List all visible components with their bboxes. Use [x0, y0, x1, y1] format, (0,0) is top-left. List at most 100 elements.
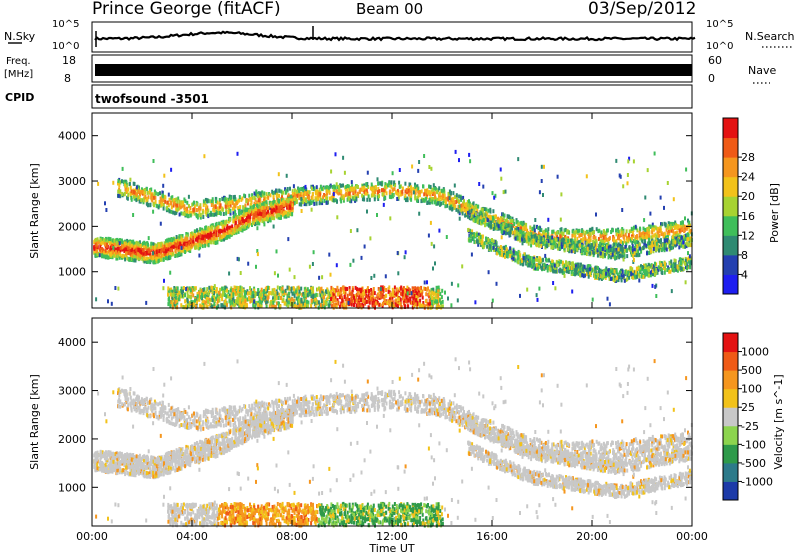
power-cell	[515, 220, 518, 225]
power-cell	[264, 196, 267, 201]
power-cell	[475, 205, 477, 210]
power-cell	[457, 207, 460, 212]
power-cell	[188, 210, 191, 215]
power-cell	[263, 208, 265, 213]
power-cell	[238, 195, 241, 200]
power-cell	[184, 250, 187, 254]
power-cell	[243, 209, 246, 214]
power-cell	[147, 195, 150, 200]
power-cell	[678, 245, 681, 250]
power-cell	[384, 188, 387, 193]
power-cell	[389, 189, 392, 194]
power-cell	[397, 192, 400, 197]
power-cell	[540, 243, 543, 248]
power-cell	[220, 235, 223, 240]
power-cell	[217, 233, 220, 238]
power-cell	[157, 192, 160, 197]
power-cell	[516, 236, 519, 241]
power-cell	[367, 185, 370, 189]
power-cell	[597, 273, 600, 277]
power-cell	[155, 250, 158, 255]
power-cell	[127, 192, 130, 197]
power-cell	[290, 212, 292, 217]
power-cell	[660, 247, 663, 252]
power-cell	[208, 227, 211, 232]
power-cell	[430, 190, 433, 194]
power-cell	[613, 238, 615, 243]
power-cell	[193, 204, 196, 209]
power-cell	[105, 237, 108, 242]
power-cell	[214, 199, 217, 204]
power-cell	[580, 244, 583, 249]
power-cell	[155, 253, 158, 258]
power-cell	[248, 208, 251, 213]
power-cell	[463, 208, 466, 213]
power-cell	[167, 251, 170, 256]
power-cell	[277, 215, 280, 220]
power-cell	[615, 250, 618, 255]
power-cell	[334, 198, 337, 203]
power-cell	[394, 183, 397, 187]
power-cell	[154, 195, 157, 200]
power-cell	[278, 215, 281, 220]
power-cell	[129, 191, 132, 196]
power-cell	[580, 233, 583, 237]
power-cell	[144, 195, 147, 200]
power-cell	[618, 236, 620, 241]
power-cell	[230, 228, 233, 232]
power-cell	[243, 219, 246, 224]
power-cell	[193, 211, 196, 216]
power-cell	[228, 194, 231, 199]
power-cell	[685, 241, 688, 246]
power-cell	[123, 192, 126, 197]
power-cell	[233, 206, 236, 211]
power-cell	[659, 225, 662, 230]
power-cell	[642, 226, 645, 231]
power-cell	[428, 191, 431, 196]
power-cell	[660, 222, 662, 227]
power-cell	[163, 247, 165, 252]
power-cell	[135, 198, 138, 203]
power-cell	[667, 221, 670, 226]
power-cell	[275, 205, 278, 210]
power-cell	[275, 193, 278, 198]
power-cell	[214, 241, 217, 245]
power-cell	[620, 231, 623, 236]
power-cell	[126, 256, 129, 261]
power-cell	[152, 193, 155, 198]
power-cell	[486, 218, 489, 222]
power-cell	[199, 206, 202, 211]
power-cell	[537, 226, 540, 231]
power-cell	[617, 242, 620, 247]
power-cell	[457, 199, 460, 204]
power-cell	[364, 191, 367, 196]
power-cell	[157, 242, 159, 247]
power-cell	[133, 258, 136, 263]
power-cell	[174, 203, 177, 208]
power-cell	[492, 215, 494, 220]
power-cell	[478, 239, 481, 244]
power-cell	[142, 248, 145, 253]
power-cell	[224, 197, 227, 201]
power-cell	[132, 258, 135, 263]
power-cell	[303, 197, 306, 202]
power-cell	[582, 237, 585, 242]
power-cell	[628, 275, 631, 280]
power-cell	[449, 191, 452, 196]
power-cell	[571, 239, 574, 244]
power-cell	[506, 214, 509, 219]
power-cell	[511, 216, 514, 221]
power-cell	[140, 187, 143, 192]
cpid-panel-frame	[91, 84, 693, 109]
power-cell	[663, 221, 666, 226]
power-cell	[231, 201, 234, 206]
power-cell	[232, 214, 235, 219]
power-cell	[287, 199, 290, 203]
power-cell	[508, 214, 511, 219]
power-cell	[228, 207, 230, 212]
power-cell	[675, 223, 678, 228]
power-cell	[663, 270, 666, 275]
power-cell	[561, 260, 564, 265]
power-cell	[181, 201, 184, 205]
power-cell	[233, 194, 236, 199]
